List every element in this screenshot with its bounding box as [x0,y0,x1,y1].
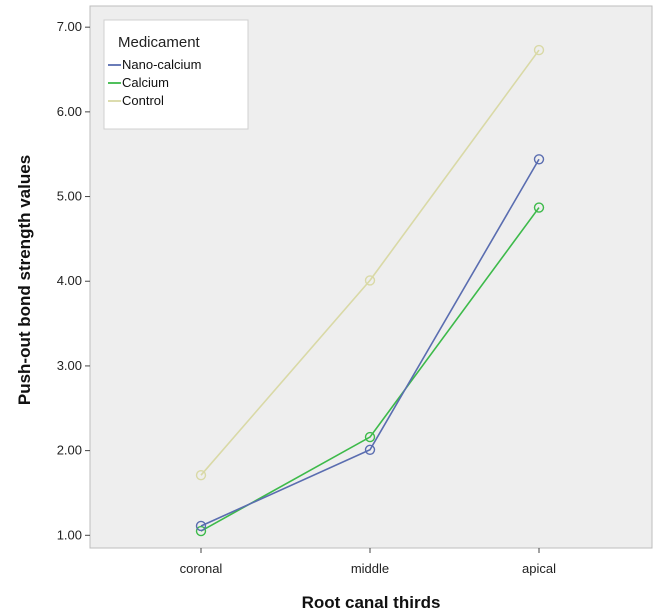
y-tick-label: 3.00 [57,358,82,373]
data-point-control [533,44,545,56]
y-tick-label: 7.00 [57,19,82,34]
series-nano-calcium [195,154,545,532]
y-tick-label: 2.00 [57,443,82,458]
legend-label-calcium: Calcium [122,75,169,90]
series-line-nano-calcium [200,158,540,527]
legend: Medicament Nano-calcium Calcium Control [103,19,249,130]
y-tick-label: 5.00 [57,189,82,204]
x-axis: coronal middle apical [180,548,556,576]
data-point-nano-calcium [533,154,545,165]
data-point-nano-calcium [364,444,376,455]
legend-label-control: Control [122,93,164,108]
x-axis-title: Root canal thirds [302,593,441,610]
legend-title: Medicament [118,34,201,51]
y-axis-title: Push-out bond strength values [15,155,34,405]
series-control [195,44,545,481]
series-layer [195,44,545,537]
data-point-control [364,275,376,286]
y-tick-label: 4.00 [57,273,82,288]
data-point-nano-calcium [195,520,207,532]
y-axis: 1.00 2.00 3.00 4.00 5.00 6.00 7.00 [57,19,90,542]
legend-box [103,19,249,130]
data-point-calcium [364,431,376,443]
x-tick-label: coronal [180,561,223,576]
x-tick-label: middle [351,561,389,576]
legend-items: Nano-calcium Calcium Control [108,57,201,108]
series-line-control [200,49,540,476]
x-tick-label: apical [522,561,556,576]
y-tick-label: 6.00 [57,104,82,119]
data-point-calcium [195,525,207,537]
legend-label-nano-calcium: Nano-calcium [122,57,201,72]
data-point-calcium [533,202,545,213]
data-point-control [195,469,207,481]
y-tick-label: 1.00 [57,527,82,542]
